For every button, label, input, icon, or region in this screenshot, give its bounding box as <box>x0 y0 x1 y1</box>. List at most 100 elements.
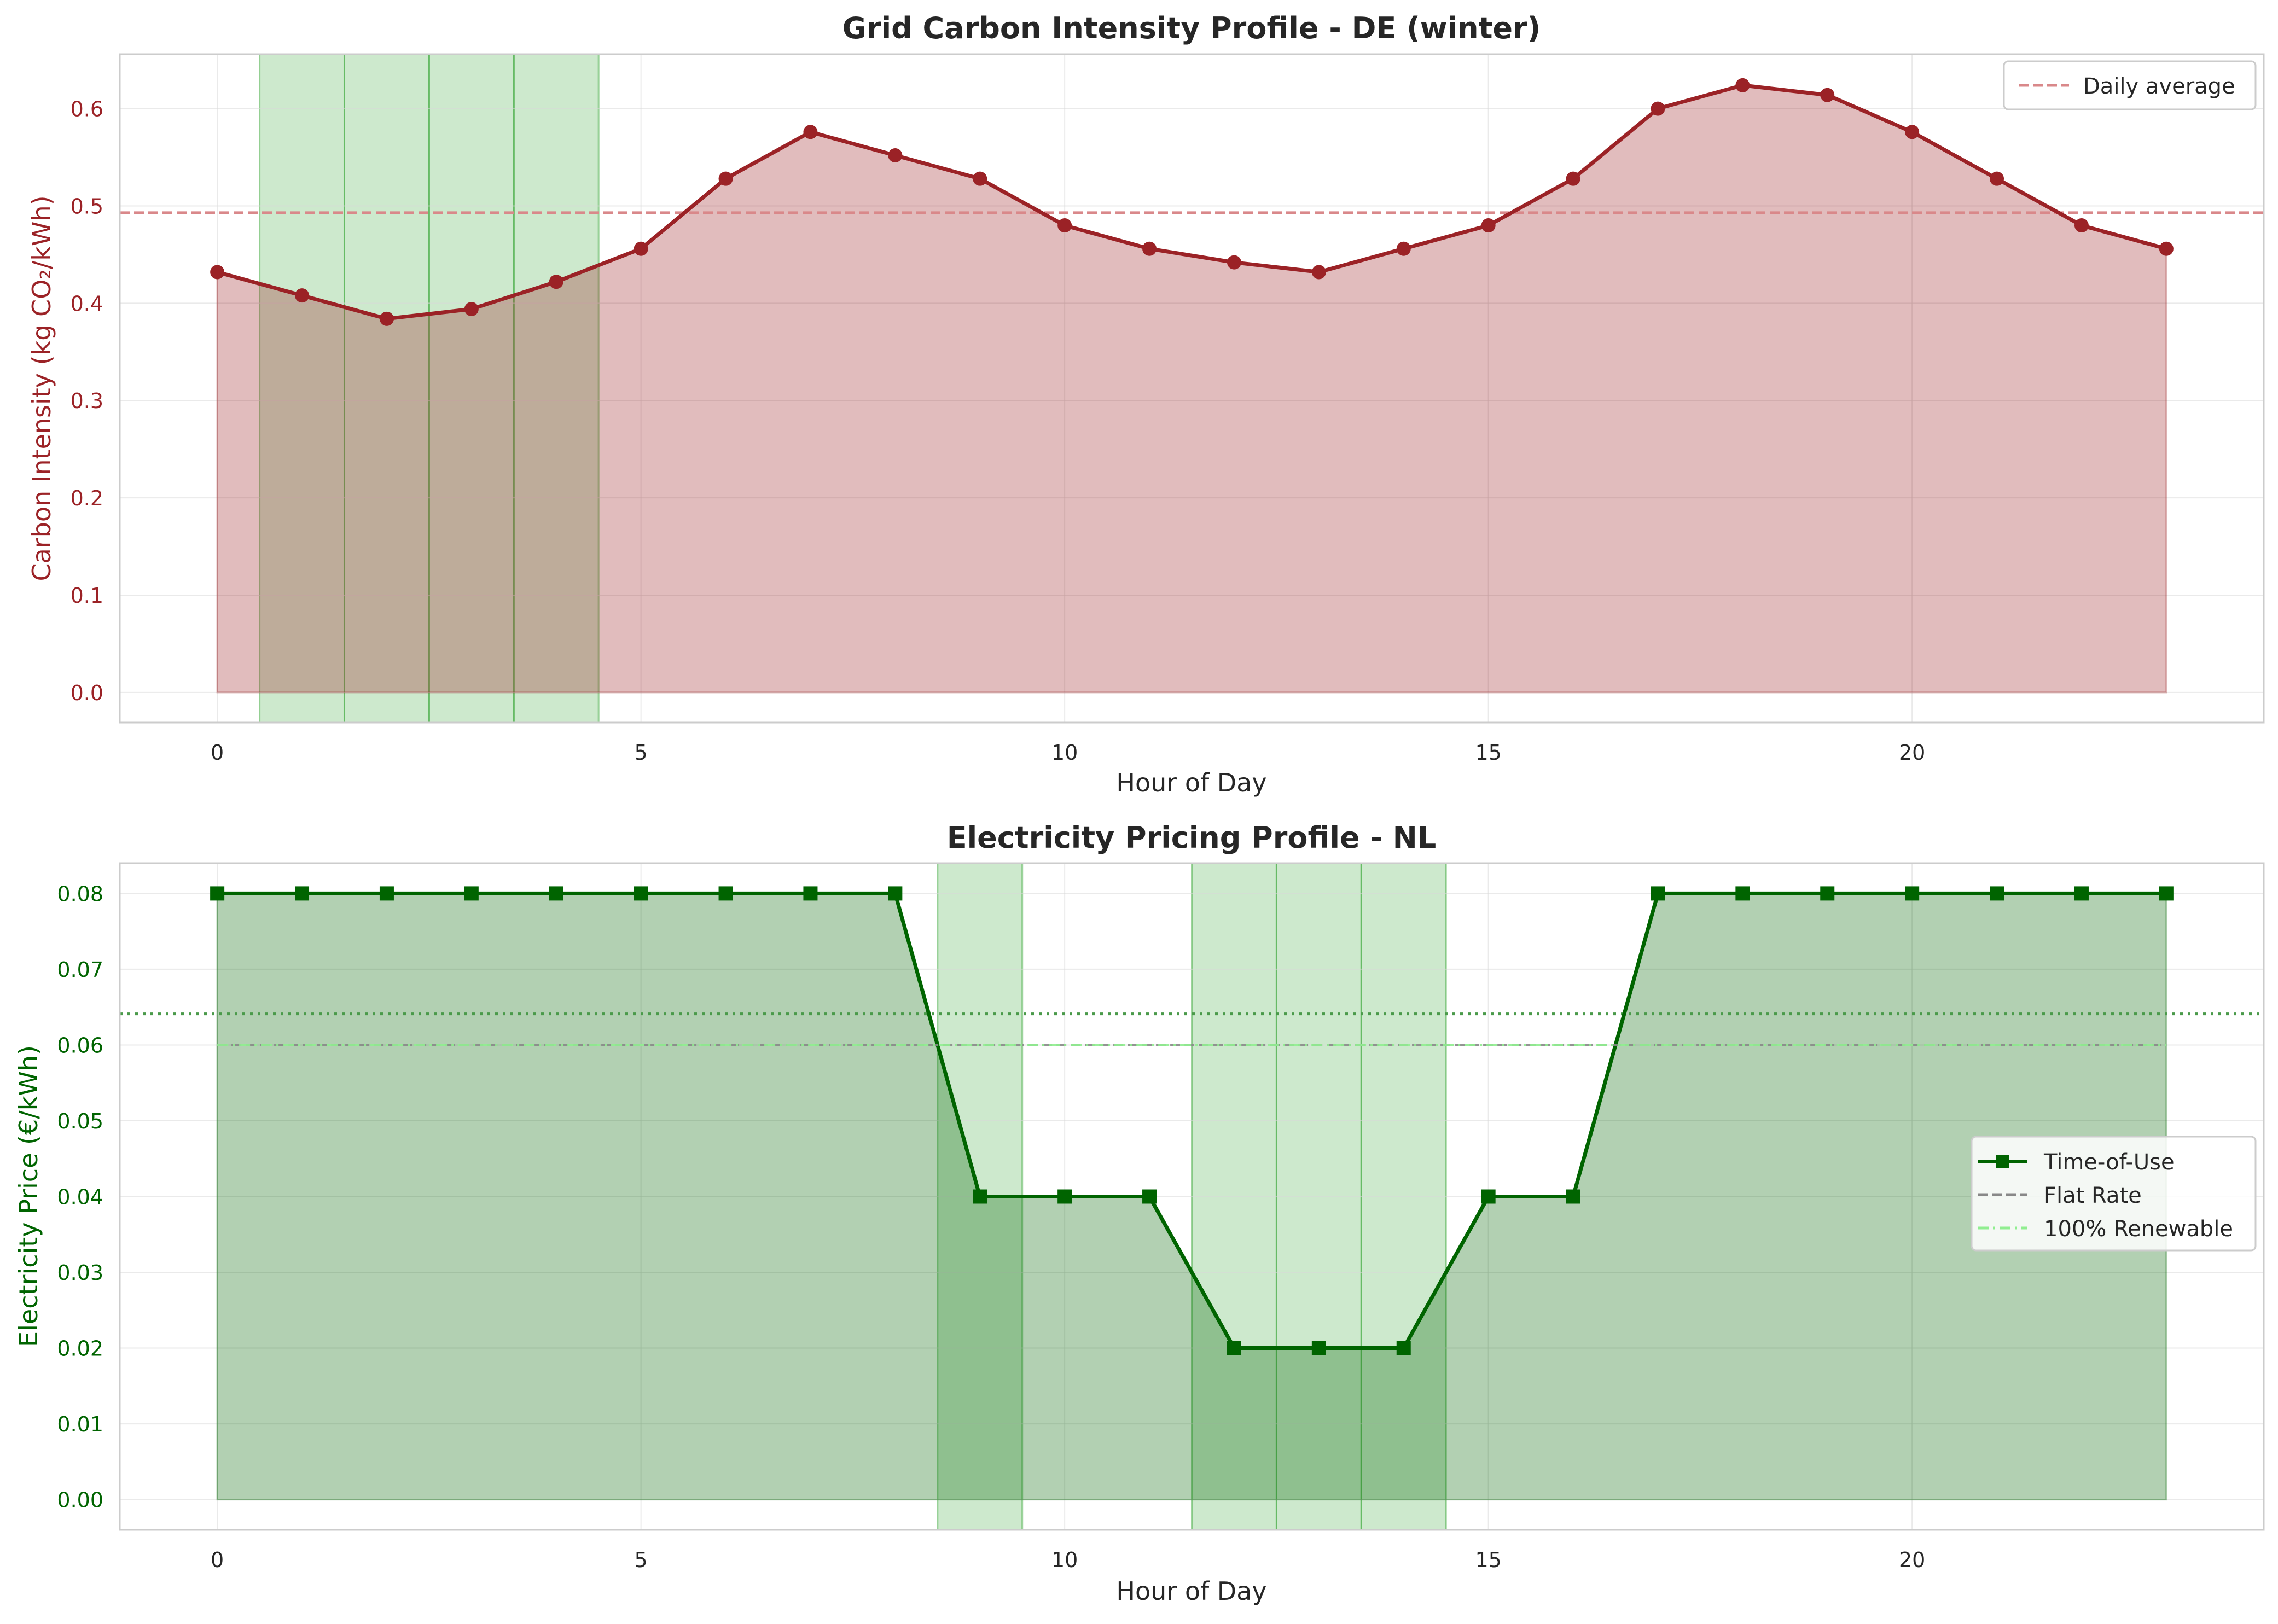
series-point <box>379 311 394 326</box>
time-of-use-point <box>1227 1341 1241 1355</box>
series-point <box>803 125 818 139</box>
x-tick-label: 15 <box>1475 1548 1501 1572</box>
y-tick-labels: 0.00 0.01 0.02 0.03 0.04 0.05 0.06 0.07 0.08 <box>57 882 103 1512</box>
time-of-use-point <box>295 886 310 901</box>
y-tick-label: 0.04 <box>57 1185 103 1209</box>
x-tick-label: 15 <box>1475 741 1501 765</box>
x-axis-label: Hour of Day <box>1116 768 1266 798</box>
plot-area <box>120 54 2264 723</box>
series-markers <box>210 886 2174 1355</box>
time-of-use-point <box>1142 1189 1157 1204</box>
series-point <box>1651 101 1665 116</box>
y-tick-label: 0.0 <box>71 681 103 705</box>
gridlines <box>120 54 2264 723</box>
y-tick-label: 0.2 <box>71 486 103 510</box>
time-of-use-point <box>1651 886 1665 901</box>
x-tick-label: 5 <box>635 741 648 765</box>
time-of-use-point <box>1735 886 1750 901</box>
y-tick-label: 0.02 <box>57 1337 103 1361</box>
y-axis-label: Electricity Price (€/kWh) <box>14 1045 43 1347</box>
series-point <box>549 275 563 289</box>
legend-marker-time-of-use <box>1996 1155 2009 1168</box>
x-tick-label: 0 <box>211 1548 224 1572</box>
series-markers <box>210 78 2174 326</box>
legend-label-flat-rate: Flat Rate <box>2044 1183 2142 1208</box>
series-point <box>1905 125 1920 139</box>
series-point <box>1227 255 1241 270</box>
x-tick-labels: 0 5 10 15 20 <box>211 1548 1925 1572</box>
series-lines <box>215 891 2169 1350</box>
y-tick-label: 0.00 <box>57 1488 103 1512</box>
series-lines <box>215 83 2169 321</box>
time-of-use-point <box>718 886 733 901</box>
y-tick-label: 0.5 <box>71 194 103 218</box>
series-point <box>1481 218 1496 233</box>
time-of-use-point <box>803 886 818 901</box>
series-point <box>210 265 225 280</box>
x-tick-label: 10 <box>1051 1548 1078 1572</box>
series-point <box>718 171 733 186</box>
series-point <box>1566 171 1580 186</box>
time-of-use-point <box>379 886 394 901</box>
series-point <box>2074 218 2089 233</box>
series-point <box>1057 218 1072 233</box>
series-point <box>2159 241 2174 256</box>
series-point <box>464 302 479 317</box>
plot-frame <box>119 862 2265 1531</box>
legend-label-time-of-use: Time-of-Use <box>2043 1150 2175 1175</box>
chart-title: Electricity Pricing Profile - NL <box>947 820 1437 855</box>
y-tick-label: 0.08 <box>57 882 103 906</box>
electricity-pricing-panel: 0 5 10 15 20 0.000.010.020.030.040.050.060.0… <box>14 820 2265 1606</box>
chart-title: Grid Carbon Intensity Profile - DE (wint… <box>842 11 1541 45</box>
legend-box <box>2003 60 2257 110</box>
plot-frame <box>119 53 2265 724</box>
y-tick-label: 0.03 <box>57 1261 103 1285</box>
time-of-use-point <box>1481 1189 1496 1204</box>
time-of-use-point <box>1311 1341 1326 1355</box>
time-of-use-point <box>888 886 903 901</box>
time-of-use-point <box>634 886 648 901</box>
time-of-use-point <box>1396 1341 1411 1355</box>
y-tick-label: 0.4 <box>71 292 103 316</box>
series-point <box>888 148 903 162</box>
legend: Daily average <box>2003 60 2257 110</box>
time-of-use-point <box>464 886 479 901</box>
y-tick-label: 0.07 <box>57 958 103 982</box>
series-point <box>295 288 310 303</box>
time-of-use-point <box>1990 886 2004 901</box>
time-of-use-point <box>2159 886 2174 901</box>
series-point <box>1142 241 1157 256</box>
time-of-use-point <box>1566 1189 1580 1204</box>
x-tick-label: 10 <box>1051 741 1078 765</box>
series-point <box>634 241 648 256</box>
series-point <box>1311 265 1326 280</box>
time-of-use-point <box>1820 886 1835 901</box>
y-axis-label: Carbon Intensity (kg CO₂/kWh) <box>27 195 56 581</box>
y-tick-label: 0.3 <box>71 389 103 413</box>
y-tick-label: 0.05 <box>57 1109 103 1133</box>
x-tick-label: 0 <box>211 741 224 765</box>
series-point <box>973 171 987 186</box>
x-tick-label: 20 <box>1899 1548 1925 1572</box>
legend-box <box>1971 1136 2257 1252</box>
series-line <box>215 83 2169 321</box>
time-of-use-point <box>549 886 563 901</box>
y-tick-label: 0.1 <box>71 584 103 608</box>
series-point <box>1820 88 1835 102</box>
y-tick-labels: 0.0 0.1 0.2 0.3 0.4 0.5 0.6 <box>71 97 103 705</box>
time-of-use-point <box>210 886 225 901</box>
legend-label-daily-average: Daily average <box>2083 74 2235 99</box>
carbon-intensity-panel: 0 5 10 15 20 0.0 0.1 0.2 0.3 0.4 0.5 0.6 Grid Carb… <box>27 11 2265 798</box>
legend-label-100-renewable: 100% Renewable <box>2044 1216 2233 1242</box>
series-point <box>1396 241 1411 256</box>
x-tick-label: 20 <box>1899 741 1925 765</box>
time-of-use-line <box>215 891 2169 1350</box>
y-tick-label: 0.01 <box>57 1412 103 1436</box>
series-point <box>1990 171 2004 186</box>
series-point <box>1735 78 1750 92</box>
time-of-use-point <box>1057 1189 1072 1204</box>
y-tick-label: 0.06 <box>57 1033 103 1057</box>
time-of-use-point <box>1905 886 1920 901</box>
